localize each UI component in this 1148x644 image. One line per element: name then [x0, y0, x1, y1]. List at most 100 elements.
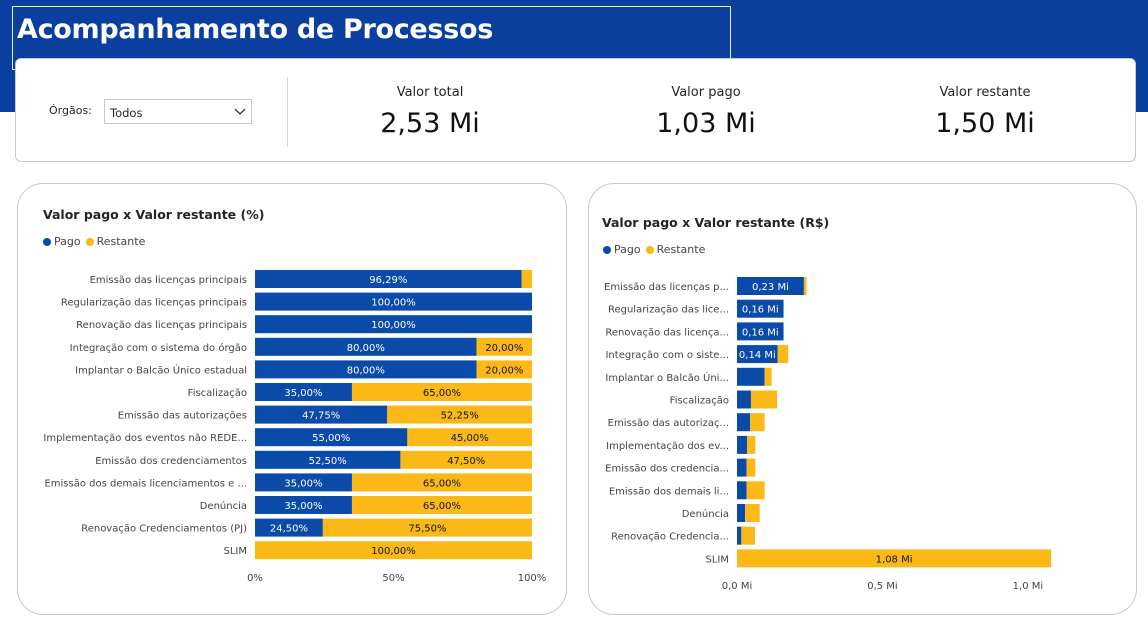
category-label: Emissão das autorizaç... [608, 418, 729, 429]
bar-restante[interactable] [351, 496, 532, 514]
legend-dot [85, 237, 94, 246]
bar-restante[interactable] [476, 337, 532, 356]
category-label: Implementação dos ev... [606, 441, 729, 452]
bar-pago[interactable] [255, 337, 477, 356]
bar-restante[interactable] [255, 541, 532, 560]
bar-restante[interactable] [777, 345, 789, 364]
bar-restante[interactable] [746, 481, 765, 500]
data-label-pago: 80,00% [347, 343, 385, 354]
bar-restante[interactable] [521, 270, 532, 288]
bar-pago[interactable] [737, 367, 765, 386]
category-label: Fiscalização [188, 388, 247, 399]
bar-pago[interactable] [255, 518, 323, 537]
bar-pago[interactable] [255, 360, 477, 379]
bar-restante[interactable] [400, 450, 532, 469]
chart-panel-absolute: Valor pago x Valor restante (R$) Pago Re… [588, 183, 1137, 615]
category-label: Regularização das lice... [608, 305, 729, 316]
category-label: Emissão das licenças p... [604, 282, 729, 293]
legend-item-pago[interactable]: Pago [603, 243, 641, 256]
bar-pago[interactable] [255, 473, 352, 492]
data-label-pago: 100,00% [371, 320, 416, 331]
bar-restante[interactable] [476, 360, 532, 379]
data-label-restante: 20,00% [485, 343, 523, 354]
orgaos-dropdown[interactable]: Todos [104, 99, 252, 124]
bar-pago[interactable] [737, 481, 747, 500]
bar-restante[interactable] [745, 504, 760, 522]
data-label-restante: 65,00% [423, 478, 461, 489]
bar-pago[interactable] [737, 277, 804, 295]
category-label: Implantar o Balcão Único estadual [75, 363, 247, 376]
category-label: Emissão dos demais licenciamentos e ... [44, 478, 247, 489]
data-label-restante: 100,00% [371, 546, 416, 557]
bar-pago[interactable] [255, 428, 408, 447]
data-label-pago: 0,16 Mi [742, 327, 779, 338]
dropdown-value: Todos [110, 106, 143, 120]
bar-restante[interactable] [803, 277, 807, 295]
bar-restante[interactable] [387, 405, 532, 424]
bar-pago[interactable] [737, 299, 784, 318]
bar-restante[interactable] [750, 413, 765, 432]
chart-absolute: Emissão das licenças p... 0,23 Mi Regulari… [604, 277, 1052, 592]
bar-pago[interactable] [255, 450, 401, 469]
legend-label: Restante [96, 235, 146, 248]
bar-restante[interactable] [750, 390, 778, 409]
category-label: Integração com o sistema do órgão [70, 342, 247, 354]
bar-restante[interactable] [746, 458, 756, 477]
bar-pago[interactable] [737, 526, 742, 545]
bar-pago[interactable] [737, 458, 747, 477]
category-label: Emissão dos credenciamentos [95, 456, 247, 467]
bar-pago[interactable] [255, 383, 352, 401]
bar-pago[interactable] [255, 315, 532, 334]
x-tick-label: 0% [247, 573, 263, 584]
kpi-valor-pago: Valor pago 1,03 Mi [626, 85, 786, 139]
bar-restante[interactable] [737, 549, 1052, 568]
data-label-restante: 45,00% [451, 433, 489, 444]
chart-title: Valor pago x Valor restante (%) [43, 207, 265, 222]
data-label-pago: 35,00% [284, 501, 322, 512]
legend-item-restante[interactable]: Restante [645, 243, 705, 256]
data-label-restante: 52,25% [441, 411, 479, 422]
data-label-restante: 65,00% [423, 501, 461, 512]
data-label-pago: 0,23 Mi [752, 282, 789, 293]
legend-item-restante[interactable]: Restante [85, 235, 146, 248]
bar-pago[interactable] [255, 405, 388, 424]
divider [287, 77, 288, 147]
data-label-pago: 0,16 Mi [742, 305, 779, 316]
bar-restante[interactable] [741, 526, 756, 545]
bar-pago[interactable] [737, 504, 746, 522]
bar-restante[interactable] [747, 435, 756, 454]
bar-pago[interactable] [255, 292, 532, 311]
bar-pago[interactable] [255, 496, 352, 514]
bar-restante[interactable] [407, 428, 532, 447]
category-label: Implementação dos eventos não REDE... [43, 433, 247, 444]
bar-pago[interactable] [737, 435, 748, 454]
kpi-card: Órgãos: Todos Valor total 2,53 Mi Valor … [15, 58, 1136, 162]
bar-pago[interactable] [737, 345, 778, 364]
category-label: Renovação Credenciamentos (PJ) [81, 524, 247, 535]
category-label: Denúncia [200, 500, 247, 512]
bar-restante[interactable] [322, 518, 532, 537]
chevron-down-icon [234, 108, 246, 115]
category-label: Emissão dos demais li... [609, 486, 729, 497]
bar-pago[interactable] [737, 390, 751, 409]
data-label-pago: 35,00% [284, 478, 322, 489]
bar-restante[interactable] [351, 383, 532, 401]
data-label-restante: 1,08 Mi [876, 554, 913, 565]
data-label-pago: 0,14 Mi [739, 350, 776, 361]
data-label-pago: 47,75% [302, 411, 340, 422]
data-label-pago: 24,50% [270, 524, 308, 535]
bar-pago[interactable] [737, 413, 751, 432]
category-label: Regularização das licenças principais [61, 298, 247, 309]
bar-pago[interactable] [737, 322, 784, 341]
bar-pago[interactable] [255, 270, 522, 288]
data-label-restante: 75,50% [408, 524, 446, 535]
page-title: Acompanhamento de Processos [17, 14, 493, 45]
bar-restante[interactable] [764, 367, 772, 386]
legend-label: Pago [54, 235, 81, 248]
x-tick-label: 1,0 Mi [1013, 581, 1044, 592]
bar-restante[interactable] [351, 473, 532, 492]
legend-label: Pago [614, 243, 641, 256]
legend-item-pago[interactable]: Pago [43, 235, 81, 248]
legend-dot [43, 237, 51, 246]
data-label-pago: 35,00% [284, 388, 322, 399]
